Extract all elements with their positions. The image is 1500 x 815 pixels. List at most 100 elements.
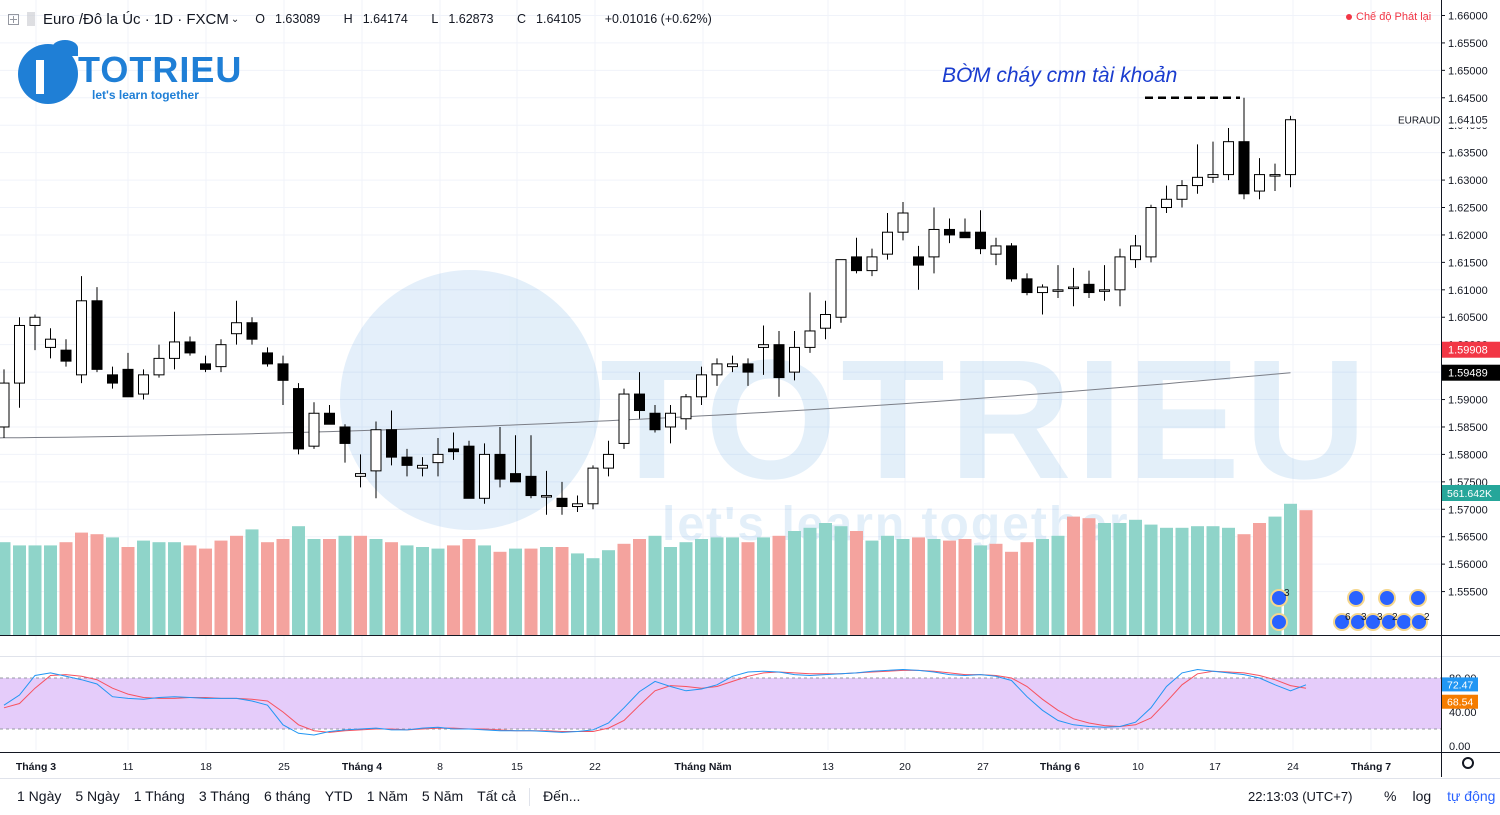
volume-bar [1253, 523, 1266, 635]
volume-bar [1144, 524, 1158, 635]
ohlc-readout: O 1.63089 H 1.64174 L 1.62873 C 1.64105 +0.0… [255, 12, 721, 26]
candle [773, 330, 785, 397]
range-1d[interactable]: 1 Ngày [17, 788, 62, 804]
candle-body [153, 357, 165, 376]
close-label: C [517, 12, 527, 26]
candle [1052, 265, 1064, 299]
volume-bar [586, 558, 600, 635]
time-tick-label: 27 [977, 761, 989, 773]
event-count: 3 [1377, 612, 1383, 623]
volume-bar [1051, 535, 1065, 635]
flag-event-icon [1395, 613, 1413, 631]
candle-body [510, 473, 521, 483]
candle-body [1021, 278, 1033, 294]
price-tick-label: 1.59000 [1448, 395, 1488, 407]
volume-bar [106, 537, 119, 635]
candle-layer [0, 97, 1296, 515]
clock[interactable]: 22:13:03 (UTC+7) [1248, 789, 1353, 804]
volume-bar [307, 539, 321, 635]
last-price-label: 1.64105 [1448, 114, 1488, 126]
time-tick-label: 15 [511, 761, 523, 773]
chevron-down-icon[interactable]: ⌄ [230, 13, 240, 25]
time-tick-label: 11 [123, 761, 134, 773]
candle [1285, 115, 1296, 188]
stochastic-pane [0, 668, 1441, 736]
candle [975, 210, 986, 255]
percent-scale-button[interactable]: % [1384, 788, 1397, 804]
range-3m[interactable]: 3 Tháng [198, 788, 250, 804]
goto-date-button[interactable]: Đến... [543, 788, 581, 804]
volume-bar [555, 547, 569, 635]
annotation-text: BỜM cháy cmn tài khoản [942, 64, 1177, 87]
candle-body [572, 503, 583, 508]
candle-body [1068, 286, 1079, 290]
candle-body [1052, 289, 1064, 292]
range-ytd[interactable]: YTD [324, 788, 353, 804]
candle-body [1130, 245, 1141, 261]
candle [634, 372, 645, 419]
candle-body [122, 368, 134, 398]
replay-mode-indicator[interactable]: Chế độ Phát lại [1346, 11, 1431, 23]
volume-bar [850, 531, 863, 635]
candle [820, 300, 831, 340]
log-scale-button[interactable]: log [1412, 788, 1432, 804]
candle [262, 347, 273, 367]
candle [665, 405, 676, 444]
range-1y[interactable]: 1 Năm [366, 788, 408, 804]
price-tick-label: 1.58500 [1448, 422, 1488, 434]
flag-event-icon [1410, 613, 1428, 631]
candle-body [742, 363, 754, 373]
candle [463, 440, 475, 499]
volume-bar [943, 540, 956, 635]
candle-body [200, 363, 211, 370]
candle-body [29, 316, 41, 326]
candle-body [107, 374, 118, 384]
price-tick-label: 1.63500 [1448, 148, 1488, 160]
volume-bar [741, 542, 755, 635]
candle-body [1114, 256, 1126, 291]
candle-body [727, 363, 738, 368]
candle-body [324, 412, 335, 425]
drag-handle-icon[interactable] [27, 12, 35, 26]
price-tick-label: 1.65500 [1448, 38, 1488, 50]
symbol-title[interactable]: Euro /Đô la Úc · 1D · FXCM [43, 10, 229, 28]
volume-bar [292, 526, 305, 635]
volume-bar [369, 539, 383, 635]
price-tick-label: 1.56000 [1448, 559, 1488, 571]
candle-body [1037, 286, 1048, 294]
logo-tagline: let's learn together [92, 88, 199, 102]
volume-bar [617, 543, 631, 635]
range-5d[interactable]: 5 Ngày [75, 788, 120, 804]
event-count: 3 [1361, 612, 1367, 623]
candle [680, 394, 692, 430]
candle [1207, 141, 1219, 183]
candle [1083, 270, 1095, 299]
range-1m[interactable]: 1 Tháng [133, 788, 185, 804]
stochastic-d-tag [1442, 694, 1478, 709]
candle-body [851, 256, 862, 272]
volume-bar [819, 523, 832, 635]
candle [804, 292, 816, 353]
candle-body [1285, 119, 1296, 176]
add-symbol-icon[interactable] [8, 13, 19, 25]
gear-icon[interactable] [1462, 757, 1474, 769]
volume-bar [0, 542, 11, 635]
auto-scale-button[interactable]: tự động [1447, 788, 1496, 804]
candle [1161, 185, 1172, 213]
range-5y[interactable]: 5 Năm [421, 788, 464, 804]
range-all[interactable]: Tất cả [477, 788, 517, 804]
volume-bar [912, 537, 925, 635]
candle-body [138, 374, 149, 395]
candle-body [773, 344, 785, 379]
candle-body [835, 259, 847, 318]
volume-bar [540, 547, 553, 635]
volume-bar [958, 539, 972, 635]
candle [1192, 144, 1203, 194]
volume-bar [59, 542, 73, 635]
candle-body [913, 256, 924, 266]
range-6m[interactable]: 6 tháng [263, 788, 311, 804]
candle-body [665, 412, 676, 428]
volume-bar [493, 551, 507, 635]
candle [742, 358, 754, 386]
